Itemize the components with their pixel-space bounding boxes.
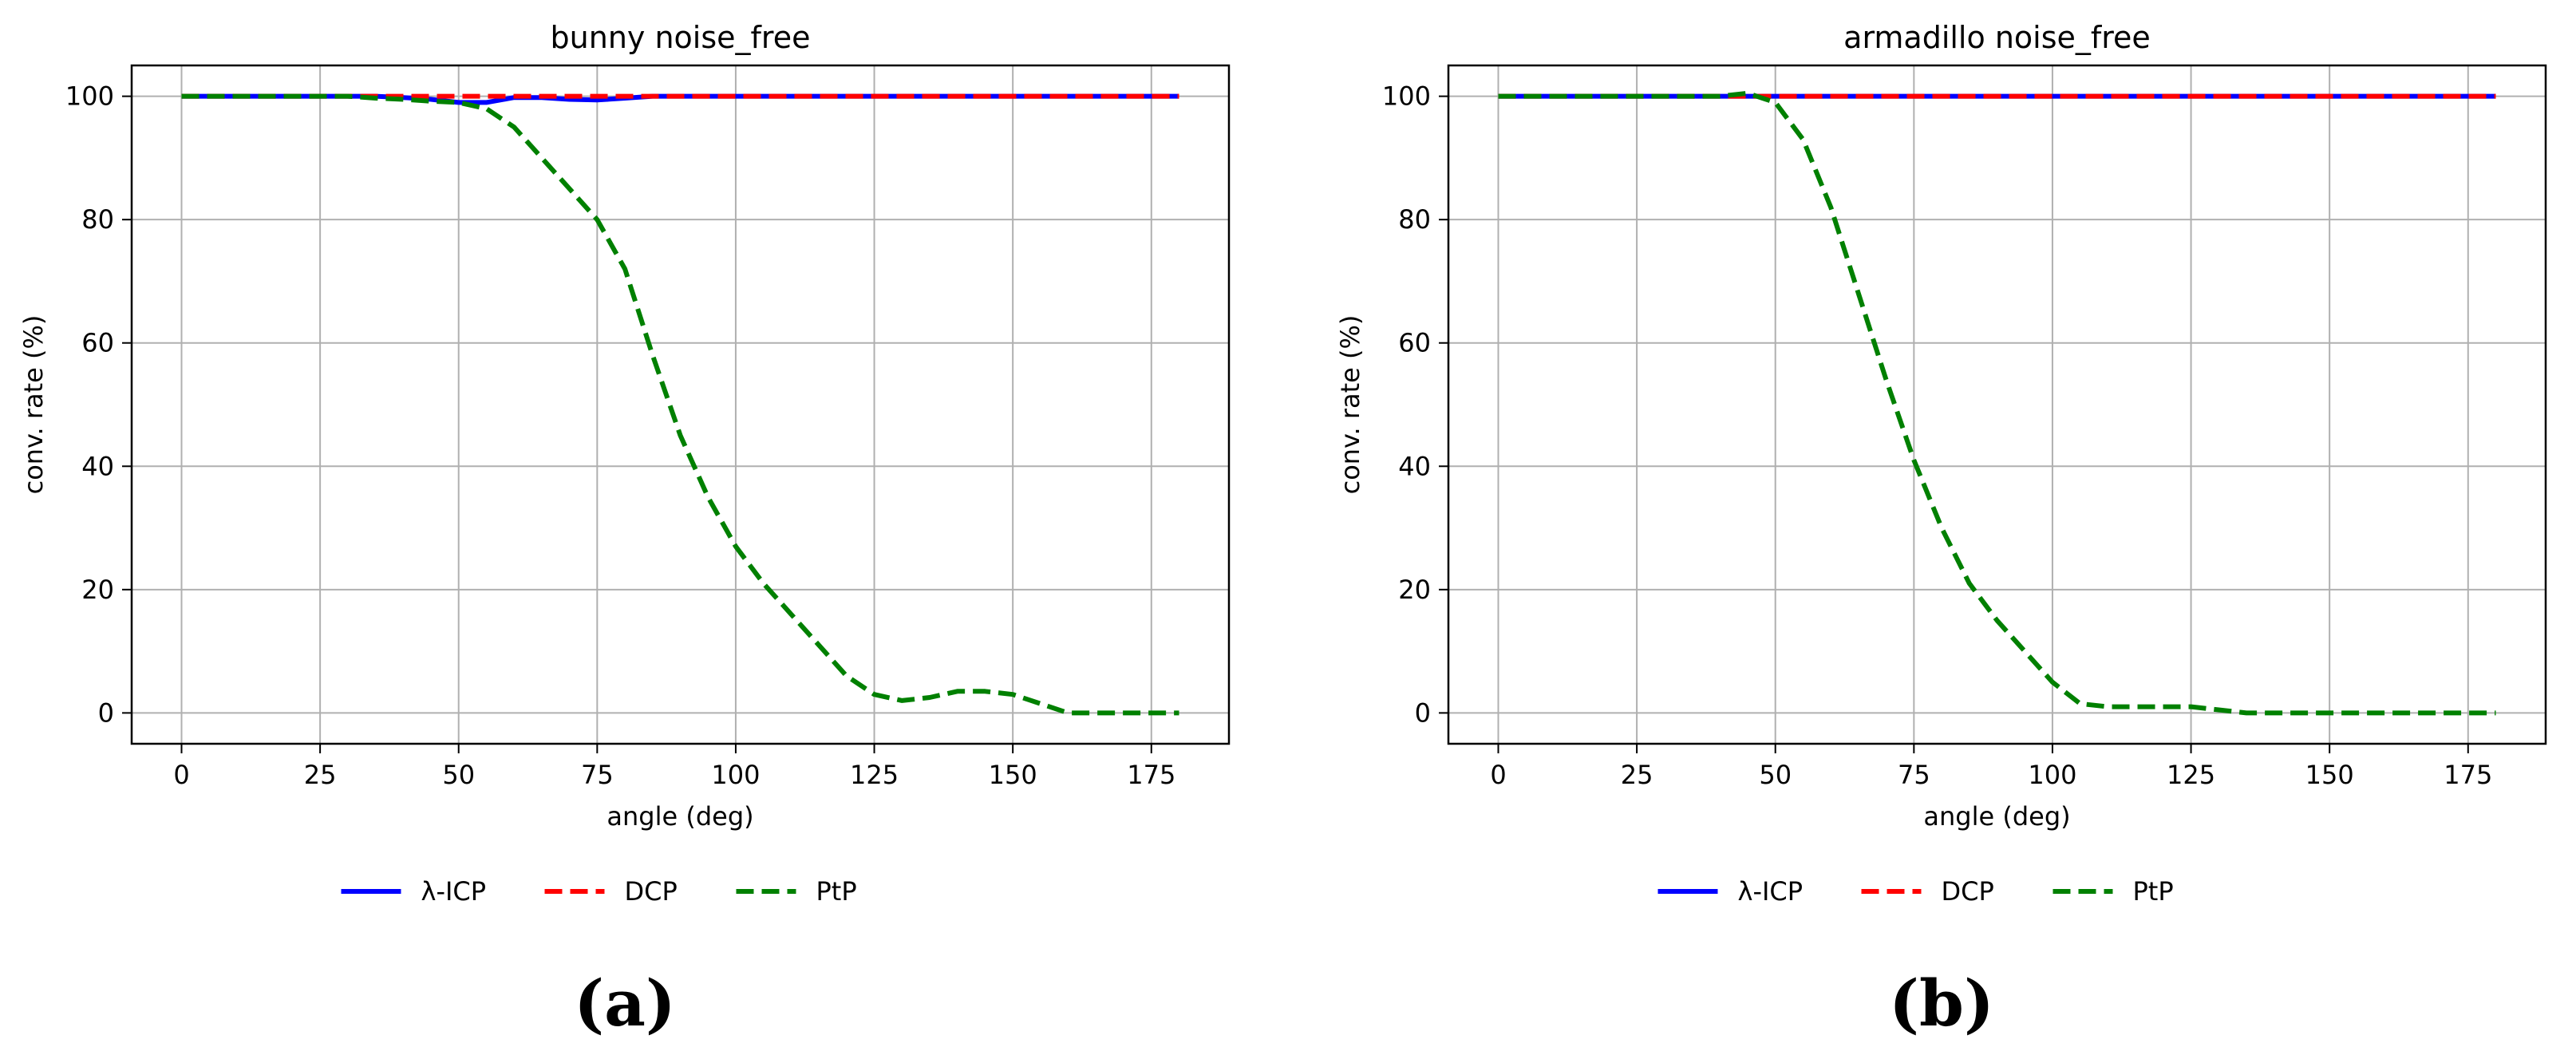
legend-label-ptp: PtP <box>816 876 857 907</box>
x-tick-label: 175 <box>1127 760 1175 790</box>
y-tick-label: 40 <box>81 451 114 481</box>
x-tick-label: 100 <box>2028 760 2076 790</box>
x-tick-label: 75 <box>1898 760 1930 790</box>
y-axis-label: conv. rate (%) <box>1335 315 1365 495</box>
y-tick-label: 0 <box>1415 697 1431 728</box>
x-tick-label: 50 <box>442 760 475 790</box>
y-tick-label: 40 <box>1398 451 1431 481</box>
legend: λ-ICP DCP PtP <box>1657 876 2174 907</box>
legend: λ-ICP DCP PtP <box>341 876 857 907</box>
x-tick-label: 125 <box>2167 760 2215 790</box>
legend-label-dcp: DCP <box>1942 876 1994 907</box>
y-tick-label: 80 <box>1398 204 1431 235</box>
series-line-ptp <box>181 93 1179 716</box>
chart-0: 0 25 50 75 100 125 150 175 0 20 40 60 80 100 bunny noi… <box>18 20 1231 907</box>
x-tick-label: 25 <box>304 760 337 790</box>
x-tick-label: 150 <box>989 760 1037 790</box>
y-tick-label: 100 <box>1382 81 1431 112</box>
series-line-ptp <box>1498 90 2496 716</box>
x-axis-label: angle (deg) <box>1923 801 2070 832</box>
x-tick-label: 100 <box>711 760 760 790</box>
y-tick-label: 0 <box>98 697 114 728</box>
x-tick-label: 0 <box>173 760 189 790</box>
x-tick-label: 0 <box>1490 760 1506 790</box>
series-lines <box>181 93 1179 716</box>
axes-frame <box>1447 64 2547 745</box>
chart-1: 0 25 50 75 100 125 150 175 0 20 40 60 80 100 armadillo… <box>1335 20 2547 907</box>
x-tick-label: 50 <box>1759 760 1792 790</box>
y-tick-label: 60 <box>81 328 114 358</box>
y-tick-label: 20 <box>1398 575 1431 605</box>
y-tick-label: 100 <box>65 81 114 112</box>
y-tick-label: 80 <box>81 204 114 235</box>
chart-title: bunny noise_free <box>551 20 811 55</box>
legend-label-icp: λ-ICP <box>1738 876 1804 907</box>
x-tick-label: 25 <box>1621 760 1653 790</box>
y-tick-label: 20 <box>81 575 114 605</box>
y-axis-label: conv. rate (%) <box>18 315 49 495</box>
panel-label-b: (b) <box>1889 966 1994 1041</box>
panel-label-a: (a) <box>574 966 676 1041</box>
x-tick-label: 150 <box>2305 760 2354 790</box>
legend-label-ptp: PtP <box>2133 876 2174 907</box>
legend-label-dcp: DCP <box>625 876 678 907</box>
x-tick-label: 125 <box>850 760 899 790</box>
chart-title: armadillo noise_free <box>1843 20 2151 55</box>
x-axis-label: angle (deg) <box>606 801 753 832</box>
x-tick-label: 75 <box>581 760 614 790</box>
series-lines <box>1498 90 2496 716</box>
axes-frame <box>130 64 1231 745</box>
y-tick-label: 60 <box>1398 328 1431 358</box>
x-tick-label: 175 <box>2444 760 2492 790</box>
legend-label-icp: λ-ICP <box>421 876 487 907</box>
